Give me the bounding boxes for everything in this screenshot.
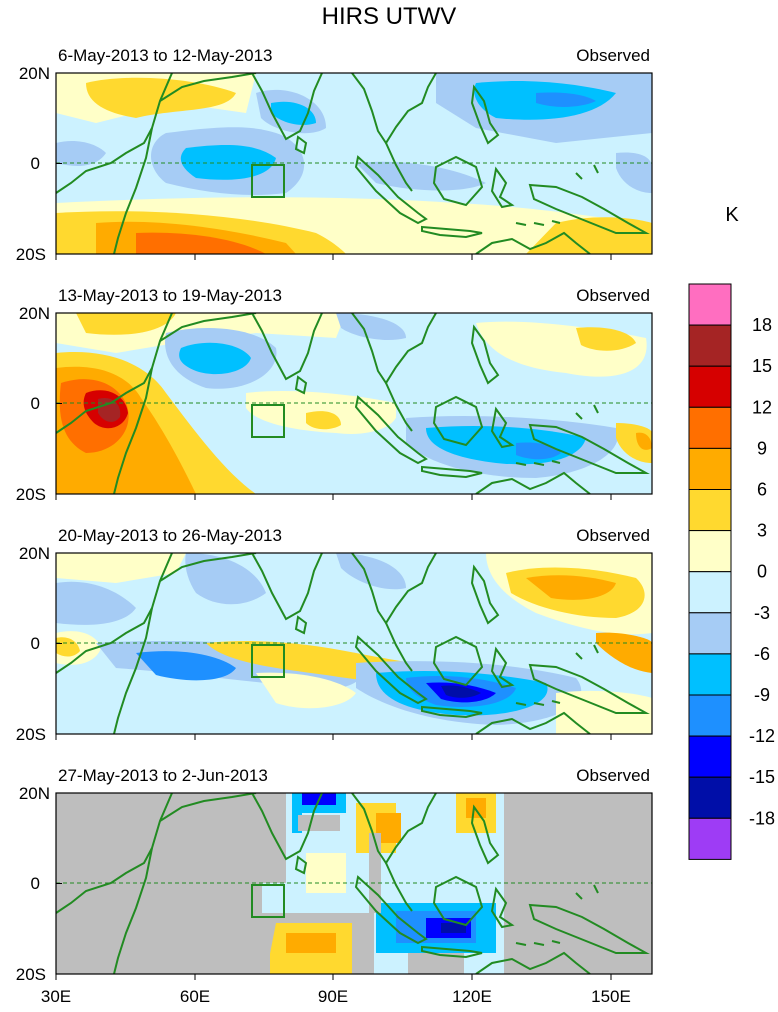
panel-4-label: Observed (576, 766, 650, 785)
panel-2-lat-20n: 20N (19, 304, 50, 323)
lon-tick-90e: 90E (318, 987, 348, 1006)
panel-1-label: Observed (576, 46, 650, 65)
panel-2-date-range: 13-May-2013 to 19-May-2013 (58, 286, 282, 305)
colorbar-label: -18 (749, 808, 775, 828)
colorbar-label: -15 (749, 767, 775, 787)
panel-3-lat-0: 0 (31, 634, 40, 653)
panel-1-ticks (55, 72, 612, 260)
colorbar-label: 9 (757, 438, 767, 458)
panel-1: 6-May-2013 to 12-May-2013 Observed (16, 46, 653, 264)
colorbar-label: 0 (757, 562, 767, 582)
panel-1-lat-0: 0 (31, 154, 40, 173)
colorbar-unit: K (725, 204, 739, 226)
panel-3-date-range: 20-May-2013 to 26-May-2013 (58, 526, 282, 545)
panel-4-lat-20s: 20S (16, 965, 46, 984)
colorbar-labels: 18 15 12 9 6 3 0 -3 -6 -9 -12 -15 -18 (749, 315, 775, 828)
panel-3-ticks (55, 552, 612, 740)
panel-1-lat-20n: 20N (19, 64, 50, 83)
panel-4-lat-20n: 20N (19, 784, 50, 803)
colorbar-label: 18 (752, 315, 772, 335)
colorbar-swatch (688, 653, 732, 696)
panel-2-lat-0: 0 (31, 394, 40, 413)
colorbar-label: -12 (749, 726, 775, 746)
panel-2-lat-20s: 20S (16, 485, 46, 504)
lon-axis: 30E 60E 90E 120E 150E (41, 987, 631, 1006)
lon-tick-150e: 150E (591, 987, 631, 1006)
panel-2-map (55, 312, 653, 495)
panel-3-label: Observed (576, 526, 650, 545)
colorbar-label: 12 (752, 397, 772, 417)
colorbar-swatch (688, 530, 732, 573)
colorbar-label: 6 (757, 480, 767, 500)
panel-4-date-range: 27-May-2013 to 2-Jun-2013 (58, 766, 268, 785)
colorbar-swatch (688, 776, 732, 819)
colorbar-swatch (688, 817, 732, 860)
lon-tick-60e: 60E (180, 987, 210, 1006)
colorbar-label: -6 (754, 644, 770, 664)
colorbar-swatch (688, 489, 732, 532)
panel-2-label: Observed (576, 286, 650, 305)
panel-1-map (55, 72, 653, 255)
colorbar-swatch (688, 612, 732, 655)
colorbar-swatch (688, 447, 732, 490)
colorbar-label: 15 (752, 356, 772, 376)
colorbar-swatch (688, 406, 732, 449)
panel-3: 20-May-2013 to 26-May-2013 Observed (16, 526, 653, 744)
panel-4: 27-May-2013 to 2-Jun-2013 Observed (16, 766, 653, 984)
panel-1-lat-20s: 20S (16, 245, 46, 264)
panel-2-ticks (55, 312, 612, 500)
panel-2: 13-May-2013 to 19-May-2013 Observed (16, 286, 653, 504)
colorbar-swatch (688, 365, 732, 408)
colorbar-swatch (688, 735, 732, 778)
panel-3-map (55, 552, 653, 735)
panel-1-date-range: 6-May-2013 to 12-May-2013 (58, 46, 273, 65)
lon-tick-120e: 120E (452, 987, 492, 1006)
colorbar-swatch (688, 571, 732, 614)
colorbar-swatch (688, 694, 732, 737)
panel-3-lat-20n: 20N (19, 544, 50, 563)
lon-tick-30e: 30E (41, 987, 71, 1006)
panel-4-ticks (55, 792, 612, 980)
figure-title: HIRS UTWV (322, 3, 457, 30)
colorbar (688, 283, 732, 860)
colorbar-swatch (688, 283, 732, 326)
colorbar-label: 3 (757, 521, 767, 541)
panel-3-lat-20s: 20S (16, 725, 46, 744)
colorbar-swatch (688, 324, 732, 367)
panel-4-lat-0: 0 (31, 874, 40, 893)
panel-4-map (55, 792, 653, 975)
colorbar-label: -9 (754, 685, 770, 705)
colorbar-label: -3 (754, 603, 770, 623)
